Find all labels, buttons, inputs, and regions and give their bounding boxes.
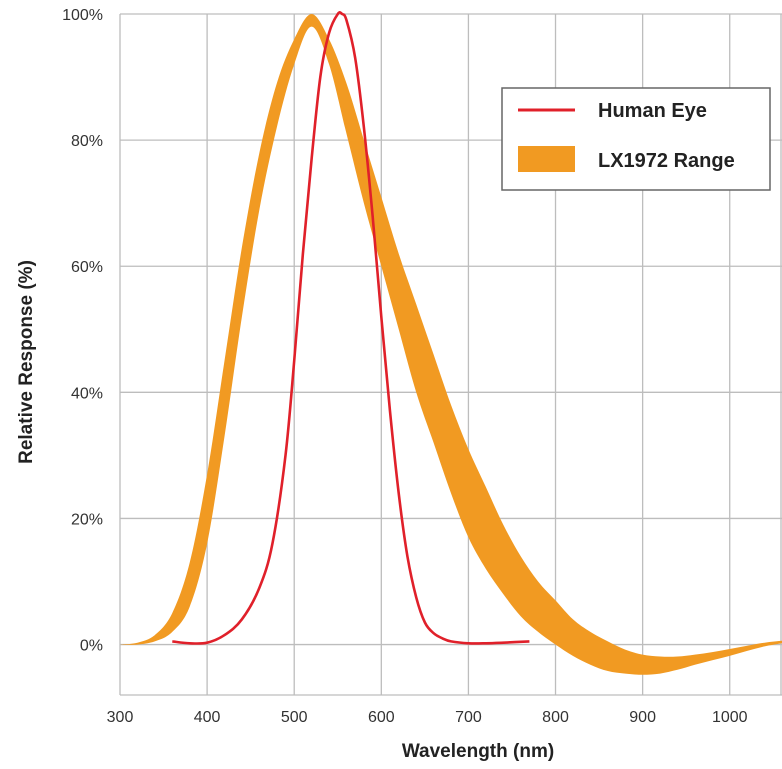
x-tick-label: 800 <box>542 709 569 726</box>
lx1972-range-band <box>120 14 782 675</box>
y-tick-label: 60% <box>71 259 103 276</box>
x-tick-label: 700 <box>455 709 482 726</box>
legend: Human Eye LX1972 Range <box>501 87 771 191</box>
x-tick-label: 1000 <box>712 709 748 726</box>
y-axis-label: Relative Response (%) <box>16 260 37 464</box>
y-tick-label: 80% <box>71 133 103 150</box>
y-tick-label: 20% <box>71 511 103 528</box>
x-tick-labels: 300 400 500 600 700 800 900 1000 <box>107 709 748 726</box>
legend-lx1972-swatch <box>518 146 575 172</box>
x-axis-label: Wavelength (nm) <box>402 741 554 762</box>
legend-lx1972-label: LX1972 Range <box>598 150 735 172</box>
x-tick-label: 500 <box>281 709 308 726</box>
x-tick-label: 600 <box>368 709 395 726</box>
y-tick-labels: 0% 20% 40% 60% 80% 100% <box>62 7 103 655</box>
lx1972-range-area <box>120 14 782 675</box>
human-eye-curve <box>172 11 530 645</box>
y-tick-label: 0% <box>80 638 103 655</box>
y-tick-label: 100% <box>62 7 103 24</box>
x-tick-label: 300 <box>107 709 134 726</box>
y-tick-label: 40% <box>71 385 103 402</box>
human-eye-line <box>172 11 530 645</box>
x-tick-label: 400 <box>194 709 221 726</box>
legend-box <box>501 87 771 191</box>
x-tick-label: 900 <box>629 709 656 726</box>
legend-human-eye-label: Human Eye <box>598 100 707 122</box>
